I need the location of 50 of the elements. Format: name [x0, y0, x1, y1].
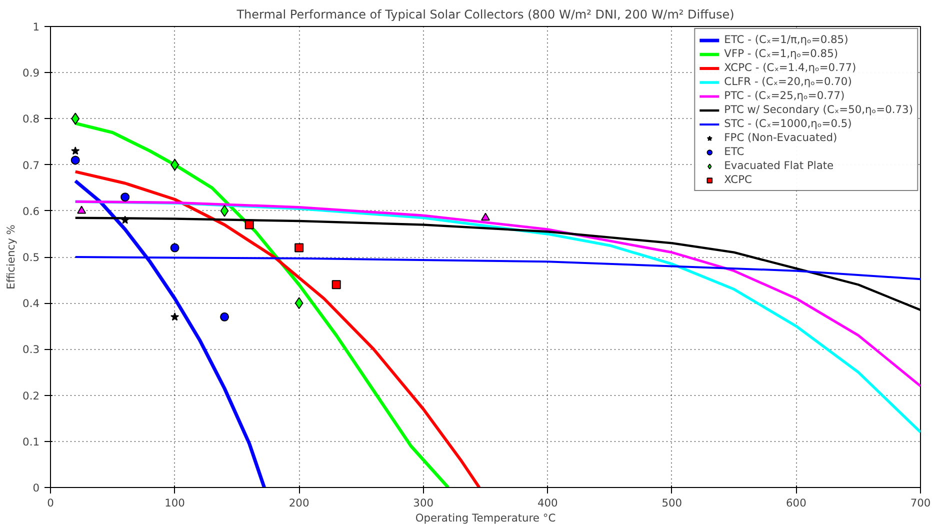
- legend-label: VFP - (Cₓ=1,ηₒ=0.85): [724, 47, 838, 60]
- point: [220, 312, 229, 322]
- x-tick-label: 0: [47, 496, 54, 510]
- y-axis-title: Efficiency %: [4, 224, 18, 290]
- point: [120, 216, 130, 224]
- point: [294, 243, 304, 252]
- point: [294, 297, 304, 310]
- legend-label: XCPC: [724, 173, 752, 186]
- point: [71, 112, 80, 125]
- y-tick-label: 0.4: [22, 297, 40, 310]
- legend-label: CLFR - (Cₓ=20,ηₒ=0.70): [724, 75, 852, 88]
- x-tick-label: 600: [786, 496, 807, 510]
- legend-label: PTC - (Cₓ=25,ηₒ=0.77): [724, 89, 845, 102]
- point: [170, 312, 180, 321]
- y-tick-label: 0: [32, 482, 40, 494]
- x-tick-label: 300: [413, 496, 434, 510]
- line-series: [74, 170, 481, 488]
- x-tick-label: 200: [288, 496, 310, 510]
- point: [244, 220, 254, 230]
- x-tick-label: 400: [537, 496, 558, 510]
- legend-label: FPC (Non-Evacuated): [724, 131, 838, 144]
- y-tick-label: 1: [32, 20, 40, 34]
- y-tick-label: 0.6: [22, 204, 40, 218]
- x-axis-title: Operating Temperature °C: [415, 512, 556, 524]
- point: [77, 206, 86, 214]
- point: [332, 280, 341, 290]
- y-tick-label: 0.7: [22, 158, 40, 172]
- point: [170, 243, 180, 252]
- line-series: [74, 200, 920, 388]
- y-tick-label: 0.2: [22, 389, 40, 402]
- y-tick-label: 0.5: [22, 251, 40, 264]
- y-tick-label: 0.3: [22, 343, 40, 356]
- legend-label: XCPC - (Cₓ=1.4,ηₒ=0.77): [724, 61, 856, 74]
- point: [71, 146, 80, 155]
- point: [70, 156, 80, 165]
- legend-label: ETC: [724, 145, 744, 158]
- point: [220, 204, 229, 217]
- x-tick-label: 500: [662, 496, 682, 510]
- point: [481, 212, 490, 221]
- point: [120, 192, 130, 202]
- y-tick-label: 0.9: [22, 66, 40, 80]
- legend-label: STC - (Cₓ=1000,ηₒ=0.5): [724, 117, 852, 130]
- legend-label: PTC w/ Secondary (Cₓ=50,ηₒ=0.73): [724, 103, 913, 116]
- legend-label: ETC - (Cₓ=1/π,ηₒ=0.85): [724, 33, 848, 46]
- y-tick-label: 0.8: [22, 112, 40, 126]
- x-tick-label: 100: [164, 496, 186, 510]
- legend-label: Evacuated Flat Plate: [724, 159, 834, 172]
- chart-title: Thermal Performance of Typical Solar Collectors (800 W/m² DNI, 200 W/m² Diffuse): [236, 8, 734, 22]
- x-tick-label: 700: [910, 496, 931, 510]
- y-tick-label: 0.1: [22, 435, 40, 448]
